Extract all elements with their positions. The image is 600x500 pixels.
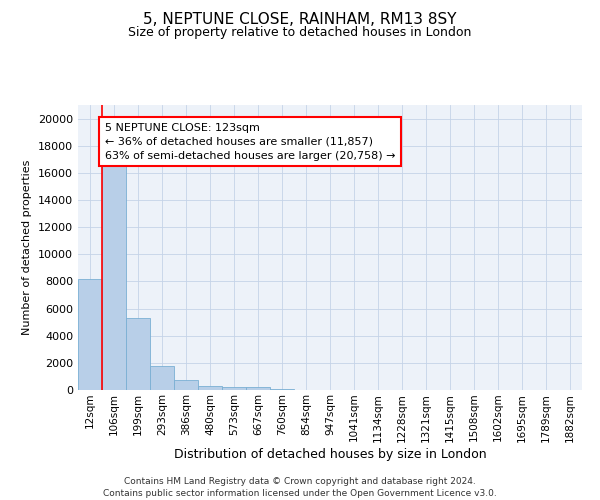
Text: 5, NEPTUNE CLOSE, RAINHAM, RM13 8SY: 5, NEPTUNE CLOSE, RAINHAM, RM13 8SY bbox=[143, 12, 457, 28]
Text: Size of property relative to detached houses in London: Size of property relative to detached ho… bbox=[128, 26, 472, 39]
Bar bbox=[222, 388, 246, 390]
Text: 5 NEPTUNE CLOSE: 123sqm
← 36% of detached houses are smaller (11,857)
63% of sem: 5 NEPTUNE CLOSE: 123sqm ← 36% of detache… bbox=[105, 122, 395, 160]
Text: Contains HM Land Registry data © Crown copyright and database right 2024.
Contai: Contains HM Land Registry data © Crown c… bbox=[103, 476, 497, 498]
Bar bbox=[198, 386, 222, 390]
Bar bbox=[78, 278, 102, 390]
Bar bbox=[126, 318, 150, 390]
Bar bbox=[102, 166, 126, 390]
Bar bbox=[150, 366, 174, 390]
Bar bbox=[174, 380, 198, 390]
Bar bbox=[246, 388, 270, 390]
Y-axis label: Number of detached properties: Number of detached properties bbox=[22, 160, 32, 335]
X-axis label: Distribution of detached houses by size in London: Distribution of detached houses by size … bbox=[173, 448, 487, 462]
